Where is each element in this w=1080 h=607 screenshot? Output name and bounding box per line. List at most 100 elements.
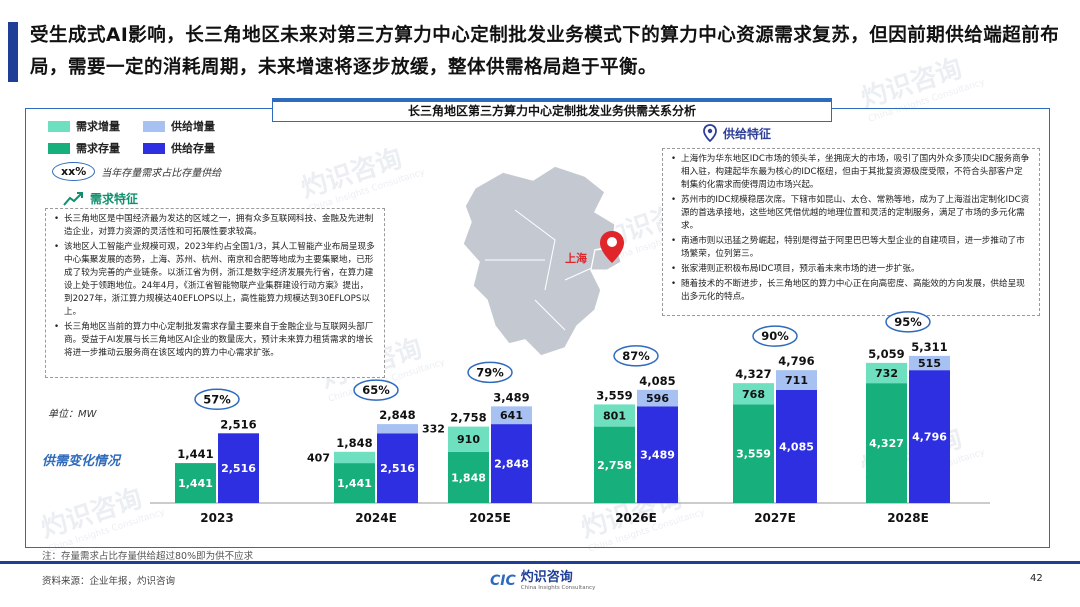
map-region-shape bbox=[462, 165, 616, 357]
bar-total-demand: 5,059 bbox=[868, 347, 904, 361]
bar-demand-stock bbox=[175, 463, 216, 503]
bar-total-supply: 4,085 bbox=[639, 374, 675, 388]
bar-total-demand: 2,758 bbox=[450, 411, 486, 425]
ratio-oval bbox=[194, 388, 240, 411]
supply-features-box: 上海作为华东地区IDC市场的领头羊，坐拥庞大的市场，吸引了国内外众多顶尖IDC服… bbox=[662, 148, 1040, 316]
bar-label-supply-increase: 641 bbox=[500, 409, 523, 422]
ratio-label: 87% bbox=[622, 349, 650, 363]
supply-demand-label: 供需变化情况 bbox=[42, 454, 121, 469]
bar-supply-stock bbox=[218, 433, 259, 503]
ratio-label: 90% bbox=[761, 329, 789, 343]
ratio-label: 79% bbox=[476, 365, 504, 379]
bar-label-supply-stock: 4,796 bbox=[912, 431, 947, 444]
x-tick-label: 2023 bbox=[200, 511, 233, 525]
bar-label-supply-increase: 515 bbox=[918, 357, 941, 370]
bar-supply-increase bbox=[637, 389, 678, 407]
ratio-oval bbox=[885, 311, 931, 333]
bar-label-supply-increase: 332 bbox=[422, 423, 445, 436]
bar-supply-stock bbox=[637, 406, 678, 503]
ratio-label: 65% bbox=[362, 383, 390, 397]
bar-demand-stock bbox=[448, 451, 489, 503]
list-item: 苏州市的IDC规模稳居次席。下辖市如昆山、太仓、常熟等地，成为了上海溢出定制化I… bbox=[671, 194, 1031, 233]
trend-up-icon bbox=[63, 191, 83, 206]
legend-swatch bbox=[143, 142, 165, 154]
bar-total-supply: 3,489 bbox=[493, 390, 529, 404]
bar-total-supply: 2,516 bbox=[220, 417, 256, 431]
bar-supply-stock bbox=[776, 389, 817, 503]
logo-name: 灼识咨询 bbox=[520, 570, 573, 585]
bar-total-demand: 1,848 bbox=[336, 436, 372, 450]
supply-heading-text: 供给特征 bbox=[723, 126, 772, 141]
bar-label-supply-stock: 3,489 bbox=[640, 449, 675, 462]
demand-heading-text: 需求特征 bbox=[90, 192, 139, 206]
bar-total-demand: 4,327 bbox=[735, 367, 771, 381]
bar-label-supply-increase: 596 bbox=[646, 392, 669, 405]
bar-label-supply-stock: 2,516 bbox=[221, 462, 256, 475]
bar-total-demand: 3,559 bbox=[596, 388, 632, 402]
bar-supply-stock bbox=[909, 370, 950, 503]
demand-heading: 需求特征 bbox=[62, 190, 138, 207]
bar-label-demand-stock: 4,327 bbox=[869, 437, 904, 450]
map-city-label: 上海 bbox=[565, 252, 587, 265]
legend-swatch bbox=[143, 120, 165, 132]
bar-label-demand-stock: 1,848 bbox=[451, 471, 486, 484]
bar-supply-stock bbox=[377, 433, 418, 503]
ratio-key-text: 当年存量需求占比存量供给 bbox=[101, 168, 222, 179]
bar-demand-stock bbox=[334, 463, 375, 503]
x-tick-label: 2028E bbox=[887, 511, 929, 525]
legend-label: 需求增量 bbox=[76, 120, 120, 133]
supply-heading: 供给特征 bbox=[703, 124, 771, 142]
bar-label-demand-increase: 768 bbox=[742, 388, 765, 401]
legend-supply-increase: 供给增量 bbox=[143, 118, 215, 134]
legend-supply-stock: 供给存量 bbox=[143, 140, 215, 156]
list-item: 长三角地区是中国经济最为发达的区域之一，拥有众多互联网科技、金融及先进制造企业，… bbox=[54, 213, 376, 239]
bar-label-demand-increase: 910 bbox=[457, 433, 480, 446]
logo-name-en: China Insights Consultancy bbox=[520, 585, 596, 591]
ratio-oval bbox=[613, 345, 659, 367]
bar-total-supply: 4,796 bbox=[778, 354, 814, 368]
demand-bullet-list: 长三角地区是中国经济最为发达的区域之一，拥有众多互联网科技、金融及先进制造企业，… bbox=[54, 213, 376, 360]
legend-swatch bbox=[48, 120, 70, 132]
bar-supply-increase bbox=[909, 355, 950, 371]
bar-label-demand-increase: 801 bbox=[603, 410, 626, 423]
location-pin-icon bbox=[600, 231, 624, 263]
bar-supply-increase bbox=[776, 370, 817, 390]
legend-demand-stock: 需求存量 bbox=[48, 140, 120, 156]
bar-demand-stock bbox=[594, 426, 635, 503]
bar-demand-increase bbox=[733, 383, 774, 405]
bar-demand-increase bbox=[594, 404, 635, 427]
headline-accent-bar bbox=[8, 22, 18, 82]
bar-label-supply-stock: 2,516 bbox=[380, 462, 415, 475]
logo-text: 灼识咨询 China Insights Consultancy bbox=[521, 571, 596, 592]
bar-total-supply: 2,848 bbox=[379, 408, 415, 422]
bar-supply-increase bbox=[491, 406, 532, 425]
list-item: 长三角地区当前的算力中心定制批发需求存量主要来自于金融企业与互联网头部厂商。受益… bbox=[54, 321, 376, 360]
map-graphic bbox=[462, 165, 622, 357]
x-tick-label: 2025E bbox=[469, 511, 511, 525]
ratio-oval bbox=[353, 379, 399, 401]
bar-supply-increase bbox=[377, 424, 418, 434]
logo-mark: CIC bbox=[490, 573, 516, 590]
bar-label-demand-increase: 407 bbox=[307, 451, 330, 464]
bar-label-demand-stock: 1,441 bbox=[337, 477, 372, 490]
source-note: 资料来源：企业年报，灼识咨询 bbox=[42, 576, 176, 587]
map-boundaries bbox=[485, 209, 606, 331]
bar-label-demand-stock: 3,559 bbox=[736, 448, 771, 461]
ratio-label: 57% bbox=[203, 392, 231, 406]
list-item: 南通市则以迅猛之势崛起，特别是得益于阿里巴巴等大型企业的自建项目，进一步推动了市… bbox=[671, 235, 1031, 261]
legend-swatch bbox=[48, 142, 70, 154]
legend-label: 需求存量 bbox=[76, 142, 120, 155]
bar-supply-stock bbox=[491, 424, 532, 503]
footnote: 注：存量需求占比存量供给超过80%即为供不应求 bbox=[42, 551, 254, 562]
list-item: 该地区人工智能产业规模可观，2023年约占全国1/3，其人工智能产业布局呈现多中… bbox=[54, 241, 376, 319]
ratio-oval bbox=[752, 325, 798, 347]
list-item: 上海作为华东地区IDC市场的领头羊，坐拥庞大的市场，吸引了国内外众多顶尖IDC服… bbox=[671, 153, 1031, 192]
legend-label: 供给存量 bbox=[171, 142, 215, 155]
page-headline: 受生成式AI影响，长三角地区未来对第三方算力中心定制批发业务模式下的算力中心资源… bbox=[30, 25, 1060, 78]
demand-features-box: 长三角地区是中国经济最为发达的区域之一，拥有众多互联网科技、金融及先进制造企业，… bbox=[45, 208, 385, 378]
map-pin-icon bbox=[703, 124, 717, 142]
ratio-oval bbox=[467, 361, 513, 384]
legend-label: 供给增量 bbox=[171, 120, 215, 133]
bar-demand-increase bbox=[448, 426, 489, 452]
bar-total-supply: 5,311 bbox=[911, 340, 947, 354]
